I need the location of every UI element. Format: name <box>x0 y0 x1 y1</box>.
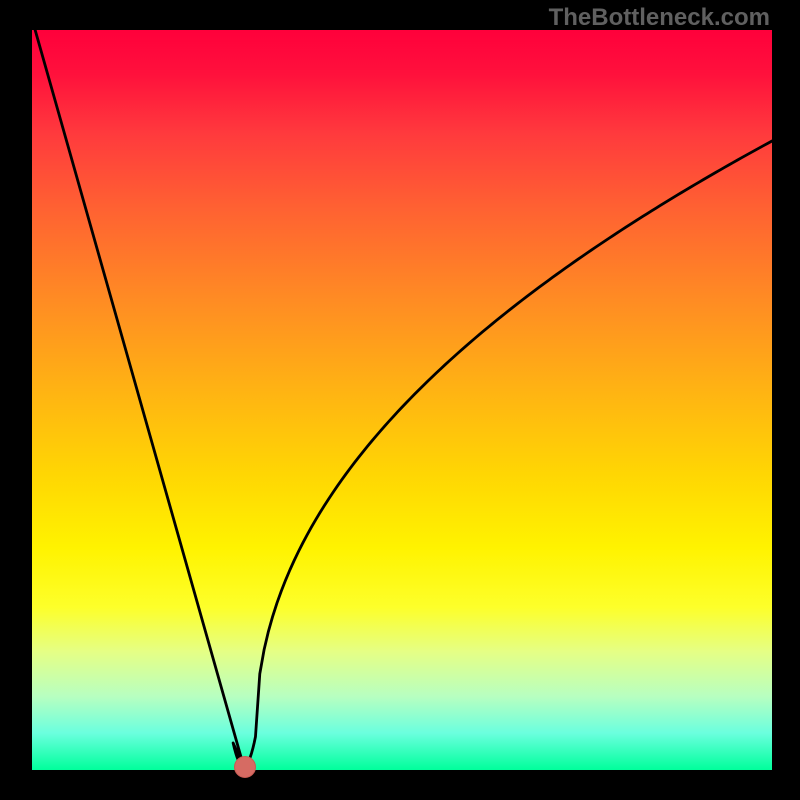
plot-area <box>32 30 772 770</box>
bottleneck-curve <box>32 30 772 770</box>
chart-container: TheBottleneck.com <box>0 0 800 800</box>
watermark-text: TheBottleneck.com <box>549 4 770 32</box>
min-marker-dot <box>234 756 256 778</box>
